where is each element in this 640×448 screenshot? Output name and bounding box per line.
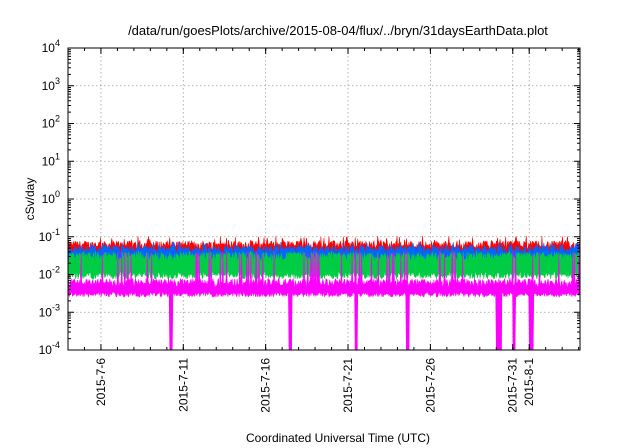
y-tick-label: 10-2 [39,265,60,282]
y-tick-label: 102 [42,114,60,131]
x-tick-label: 2015-7-11 [176,358,190,412]
x-tick-label: 2015-7-6 [94,358,108,406]
y-tick-label: 104 [42,38,60,55]
x-axis: 2015-7-6 2015-7-11 2015-7-16 2015-7-21 2015-… [83,48,580,413]
y-tick-label: 100 [42,189,60,206]
y-tick-label: 103 [42,76,60,93]
y-tick-label: 10-3 [39,302,60,319]
x-tick-label: 2015-7-26 [423,358,437,413]
dropout-spike [169,294,173,350]
x-tick-label: 2015-7-16 [259,358,273,413]
dropout-spike [406,294,410,350]
y-tick-label: 10-4 [39,340,60,357]
dropout-spike [529,294,534,350]
dropout-spike [496,294,502,350]
dropout-spike [354,294,358,350]
y-axis: 10-4 10-3 10-2 10-1 100 101 102 103 104 [39,38,580,357]
dropout-spike [288,294,292,350]
y-axis-label: cSv/day [23,178,37,221]
grid-lines [68,48,580,350]
x-tick-label: 2015-8-1 [522,358,536,406]
dropout-spike [512,294,516,350]
chart-title: /data/run/goesPlots/archive/2015-08-04/f… [128,23,548,38]
x-tick-label: 2015-7-31 [506,358,520,413]
series-layer [67,235,581,351]
y-tick-label: 101 [42,151,60,168]
x-axis-label: Coordinated Universal Time (UTC) [246,431,430,445]
x-tick-label: 2015-7-21 [341,358,355,413]
y-tick-label: 10-1 [39,227,60,244]
